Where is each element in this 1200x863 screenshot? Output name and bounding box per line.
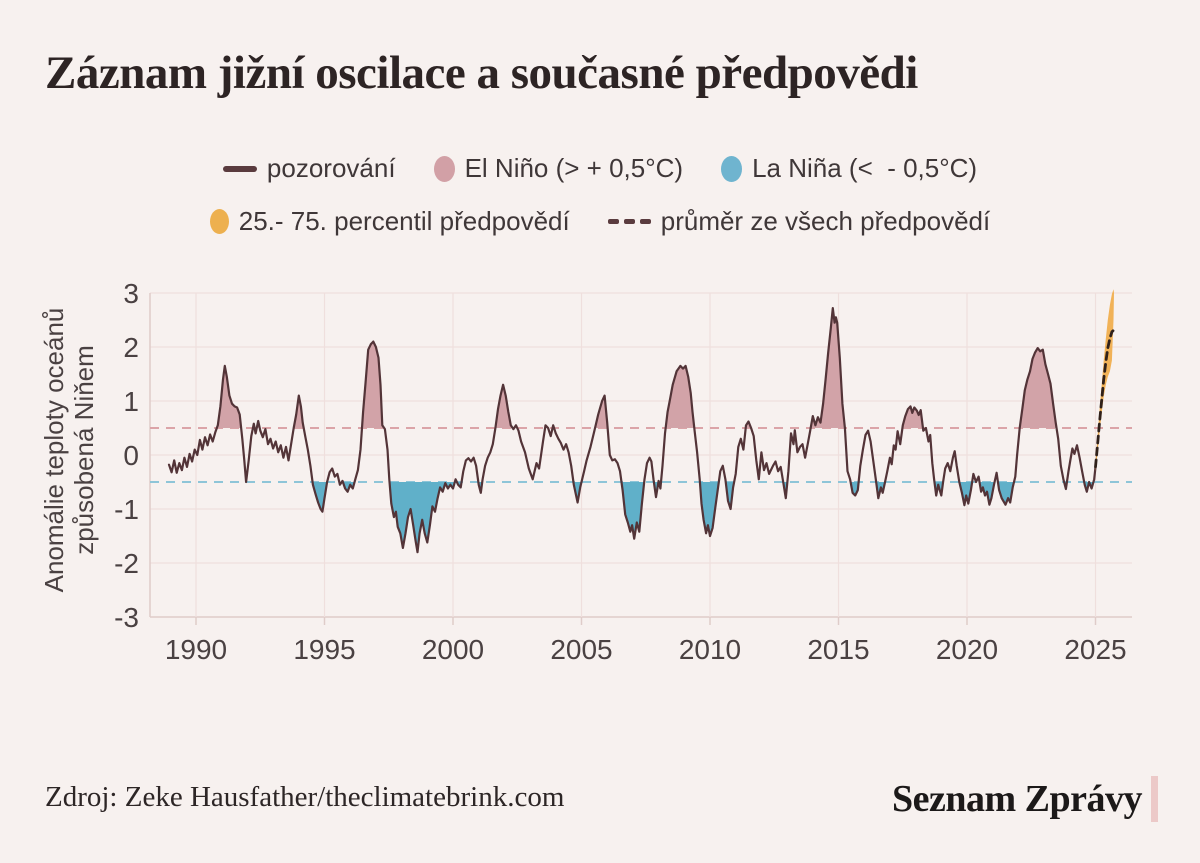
el-nino-dot-icon bbox=[433, 155, 455, 182]
forecast-mean-line bbox=[1094, 329, 1115, 469]
svg-text:1995: 1995 bbox=[293, 634, 355, 665]
svg-text:2020: 2020 bbox=[936, 634, 998, 665]
y-gridlines bbox=[150, 292, 1132, 618]
svg-text:-3: -3 bbox=[114, 602, 139, 633]
y-tick-labels: 3 2 1 0 -1 -2 -3 bbox=[114, 278, 139, 633]
svg-text:2025: 2025 bbox=[1064, 634, 1126, 665]
legend-row-1: pozorování El Niño (> + 0,5°C) La Niña (… bbox=[0, 153, 1200, 184]
legend-item-observation: pozorování bbox=[222, 153, 396, 184]
source-text: Zdroj: Zeke Hausfather/theclimatebrink.c… bbox=[45, 781, 565, 813]
la-nina-dot-icon bbox=[721, 155, 743, 182]
legend-label-la-nina: La Niña (< - 0,5°C) bbox=[752, 153, 978, 183]
svg-text:2005: 2005 bbox=[550, 634, 612, 665]
la-nina-fill bbox=[169, 482, 1096, 553]
svg-text:0: 0 bbox=[123, 440, 139, 471]
legend-row-2: 25.- 75. percentil předpovědí průměr ze … bbox=[0, 206, 1200, 237]
logo-bar bbox=[1151, 776, 1158, 822]
legend-label-el-nino: El Niño (> + 0,5°C) bbox=[464, 153, 684, 183]
seznam-zpravy-logo: Seznam Zprávy bbox=[892, 776, 1158, 822]
svg-text:-2: -2 bbox=[114, 548, 139, 579]
svg-text:-1: -1 bbox=[114, 494, 139, 525]
svg-text:Anomálie teploty oceánů: Anomálie teploty oceánů bbox=[39, 308, 69, 593]
svg-text:3: 3 bbox=[123, 278, 139, 309]
observation-line-icon bbox=[222, 165, 257, 172]
svg-text:2015: 2015 bbox=[807, 634, 869, 665]
legend-label-forecast-mean: průměr ze všech předpovědí bbox=[660, 206, 991, 236]
legend-label-percentile: 25.- 75. percentil předpovědí bbox=[238, 206, 570, 236]
legend-item-percentile: 25.- 75. percentil předpovědí bbox=[209, 206, 570, 237]
legend-item-el-nino: El Niño (> + 0,5°C) bbox=[433, 153, 684, 184]
y-axis-label: Anomálie teploty oceánů způsobená Niňem bbox=[39, 308, 99, 593]
legend-label-observation: pozorování bbox=[266, 153, 396, 183]
svg-text:2010: 2010 bbox=[679, 634, 741, 665]
svg-text:2000: 2000 bbox=[422, 634, 484, 665]
svg-text:1: 1 bbox=[123, 386, 139, 417]
x-gridlines bbox=[195, 293, 1097, 625]
legend-item-la-nina: La Niña (< - 0,5°C) bbox=[721, 153, 977, 184]
page-title: Záznam jižní oscilace a současné předpov… bbox=[45, 47, 918, 99]
svg-text:způsobená Niňem: způsobená Niňem bbox=[69, 345, 99, 555]
percentile-dot-icon bbox=[209, 209, 229, 234]
x-tick-labels: 1990 1995 2000 2005 2010 2015 2020 2025 bbox=[165, 634, 1127, 665]
observation-line bbox=[167, 307, 1097, 554]
forecast-dash-icon bbox=[607, 219, 651, 224]
legend-item-forecast-mean: průměr ze všech předpovědí bbox=[607, 206, 991, 237]
logo-text: Seznam Zprávy bbox=[892, 778, 1143, 820]
svg-text:2: 2 bbox=[123, 332, 139, 363]
svg-text:1990: 1990 bbox=[165, 634, 227, 665]
